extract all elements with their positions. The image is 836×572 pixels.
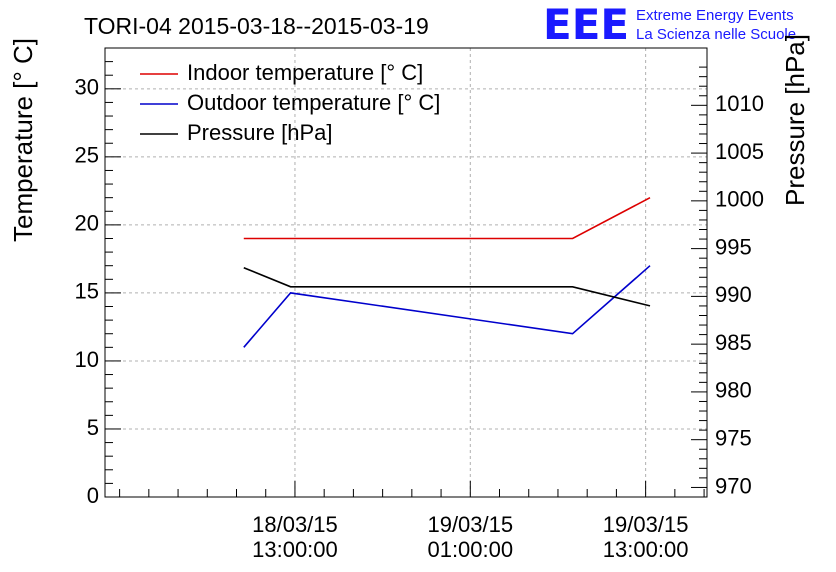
left-axis: 0 5 10 15 20 25 30 — [75, 47, 121, 508]
left-tick-label: 15 — [75, 279, 99, 304]
right-tick-label: 985 — [715, 330, 752, 355]
legend: Indoor temperature [° C] Outdoor temperat… — [140, 60, 440, 145]
x-tick-label-date: 18/03/15 — [252, 512, 338, 537]
plot-frame — [104, 47, 708, 498]
right-tick-label: 980 — [715, 378, 752, 403]
right-axis: 970 975 980 985 990 995 1000 1005 1010 — [691, 47, 764, 498]
logo-line-2: La Scienza nelle Scuole — [636, 26, 796, 43]
x-tick-label-date: 19/03/15 — [603, 512, 689, 537]
x-tick-label-time: 13:00:00 — [252, 537, 338, 562]
left-tick-label: 5 — [87, 415, 99, 440]
x-tick-label-date: 19/03/15 — [427, 512, 513, 537]
right-tick-label: 990 — [715, 282, 752, 307]
left-tick-label: 25 — [75, 143, 99, 168]
right-tick-label: 1010 — [715, 91, 764, 116]
left-axis-title: Temperature [° C] — [8, 38, 38, 242]
x-axis: 18/03/1513:00:0019/03/1501:00:0019/03/15… — [119, 481, 705, 562]
right-tick-label: 975 — [715, 425, 752, 450]
right-tick-label: 970 — [715, 473, 752, 498]
logo-mark: EEE — [543, 0, 629, 49]
series-lines — [243, 196, 651, 348]
left-tick-label: 30 — [75, 75, 99, 100]
left-tick-label: 0 — [87, 483, 99, 508]
legend-label-0: Indoor temperature [° C] — [187, 60, 423, 85]
legend-label-1: Outdoor temperature [° C] — [187, 90, 440, 115]
series-line-1 — [243, 265, 651, 348]
legend-label-2: Pressure [hPa] — [187, 120, 333, 145]
logo-line-1: Extreme Energy Events — [636, 7, 794, 24]
right-tick-label: 1005 — [715, 139, 764, 164]
x-tick-label-time: 13:00:00 — [603, 537, 689, 562]
series-line-2 — [243, 266, 651, 307]
chart-title: TORI-04 2015-03-18--2015-03-19 — [84, 13, 429, 39]
right-tick-label: 995 — [715, 234, 752, 259]
right-tick-label: 1000 — [715, 187, 764, 212]
series-line-0 — [243, 196, 651, 240]
eee-logo: EEE Extreme Energy Events La Scienza nel… — [543, 0, 796, 49]
x-tick-label-time: 01:00:00 — [427, 537, 513, 562]
right-axis-title: Pressure [hPa] — [780, 34, 810, 206]
left-tick-label: 20 — [75, 211, 99, 236]
grid — [105, 48, 707, 497]
left-tick-label: 10 — [75, 347, 99, 372]
